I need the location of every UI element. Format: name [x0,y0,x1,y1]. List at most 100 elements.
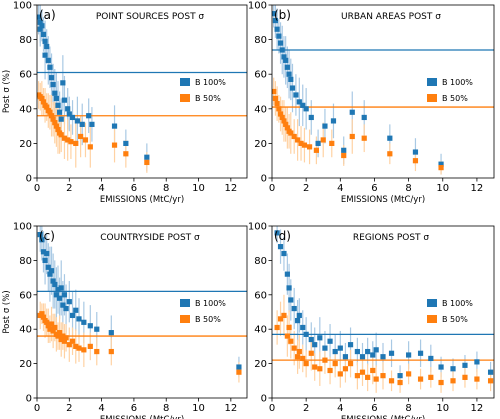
y-tick-label: 80 [254,256,267,267]
data-point-b50 [69,338,76,344]
data-point-b50 [354,373,360,379]
data-point-b100 [397,373,403,379]
data-point-b100 [65,106,71,112]
data-point-b50 [295,354,301,360]
data-point-b100 [291,305,297,312]
data-point-b50 [40,314,47,320]
axes-frame [271,225,495,399]
data-point-b100 [47,64,53,70]
data-point-b50 [274,101,280,107]
data-point-b50 [312,364,318,370]
data-point-b100 [330,118,337,124]
data-point-b100 [349,109,355,115]
data-point-b50 [48,113,55,119]
panel-title: URBAN AREAS POST σ [341,12,441,22]
y-tick-label: 20 [19,139,32,150]
panel-b: 0 2 4 6 8 10 12 0 20 40 60 80 100 EMISSIONS (MtC/yr) (… [248,1,495,205]
plot-data [272,5,494,175]
legend-marker-b100 [180,78,190,86]
data-point-b100 [39,23,45,29]
data-point-b50 [274,324,280,331]
y-tick-label: 80 [19,256,32,267]
data-point-b50 [48,321,55,327]
y-tick-label: 80 [19,35,32,46]
x-tick-label: 6 [131,183,137,194]
data-point-b100 [337,345,343,351]
legend-marker-b50 [427,315,437,323]
data-point-b50 [108,348,114,355]
data-point-b50 [387,151,393,157]
data-point-b50 [288,338,294,344]
x-tick-label: 2 [66,183,72,194]
data-point-b100 [347,342,354,348]
data-point-b50 [474,376,480,382]
data-point-b100 [48,75,55,81]
data-point-b50 [337,371,343,377]
x-tick-label: 10 [436,403,449,414]
legend-label-b50: B 50% [442,94,468,103]
data-point-b100 [37,232,43,238]
data-point-b100 [317,335,323,341]
data-point-b50 [438,379,444,386]
data-point-b100 [277,40,284,46]
data-point-b50 [40,99,47,105]
data-point-b50 [298,140,304,146]
data-point-b100 [388,350,395,356]
data-point-b50 [63,335,69,341]
data-point-b100 [312,342,318,348]
data-point-b50 [57,330,63,336]
data-point-b100 [86,113,92,119]
data-point-b100 [52,281,58,288]
y-tick-label: 100 [248,1,267,12]
y-tick-label: 20 [254,359,267,370]
data-point-b100 [45,57,51,63]
data-point-b100 [296,99,302,105]
data-point-b100 [288,297,294,303]
y-tick-label: 100 [13,1,32,12]
data-point-b100 [81,319,87,325]
data-point-b100 [274,230,280,236]
data-point-b50 [39,95,45,102]
data-point-b50 [388,378,395,384]
data-point-b100 [300,102,306,108]
data-point-b100 [354,348,360,355]
panel-label: (c) [39,229,55,243]
data-point-b100 [40,249,47,255]
data-point-b100 [428,355,434,362]
data-point-b100 [373,347,379,353]
data-point-b50 [317,366,323,372]
x-tick-label: 12 [224,183,237,194]
y-axis-label: Post σ (%) [2,290,12,333]
data-point-b50 [272,88,277,95]
y-tick-label: 40 [19,104,32,115]
data-point-b50 [277,316,284,322]
data-point-b100 [370,352,376,358]
x-tick-label: 12 [471,403,484,414]
data-point-b50 [52,324,58,331]
data-point-b50 [45,323,51,329]
data-point-b100 [361,114,367,121]
data-point-b50 [370,367,376,374]
data-point-b100 [342,354,349,360]
x-tick-label: 4 [98,183,104,194]
data-point-b50 [52,120,58,126]
data-point-b50 [359,369,366,375]
data-point-b100 [359,354,366,360]
data-point-b100 [69,312,76,319]
x-tick-label: 4 [98,403,104,414]
data-point-b100 [327,338,333,344]
data-point-b50 [438,165,444,171]
data-point-b100 [45,264,51,270]
data-point-b50 [380,373,386,379]
data-point-b100 [387,135,393,141]
data-point-b50 [349,133,355,140]
data-point-b50 [342,366,349,372]
data-point-b100 [281,250,287,257]
data-point-b50 [39,311,45,317]
data-point-b50 [68,139,74,145]
data-point-b100 [50,81,56,88]
panel-a: 0 2 4 6 8 10 12 0 20 40 60 80 100 EMISSIONS (MtC/yr) P… [2,1,248,205]
data-point-b100 [44,43,50,50]
data-point-b50 [47,109,53,115]
data-point-b50 [365,374,371,380]
